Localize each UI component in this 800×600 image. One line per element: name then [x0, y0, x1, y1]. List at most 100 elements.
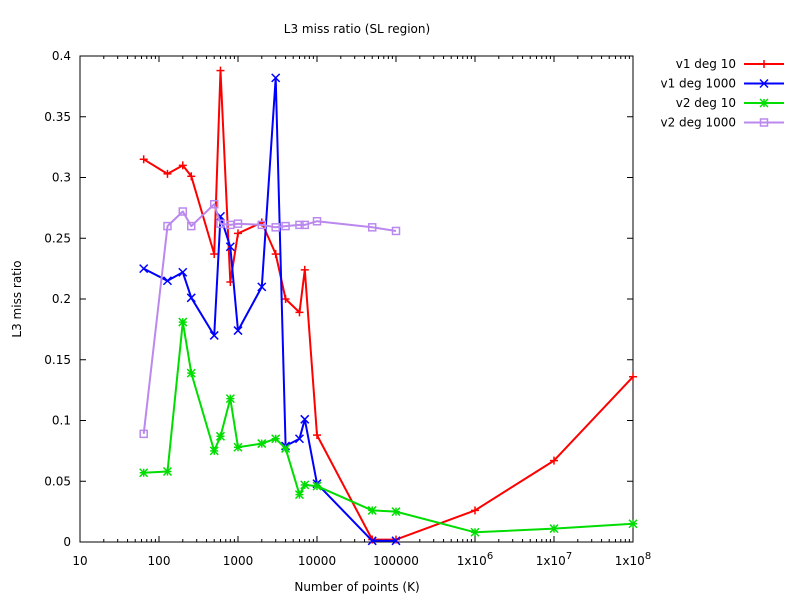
data-point: [209, 199, 219, 209]
y-tick-label: 0.3: [52, 171, 71, 185]
legend-label: v1 deg 1000: [660, 77, 736, 91]
data-point: [281, 443, 291, 453]
legend-item: v1 deg 1000: [660, 77, 784, 91]
data-point: [178, 267, 188, 277]
data-point: [271, 434, 281, 444]
data-point: [233, 326, 243, 336]
data-point: [281, 295, 290, 303]
data-point: [257, 282, 267, 292]
series-v2-deg-1000: [139, 199, 401, 439]
data-point: [163, 221, 172, 231]
series-line: [142, 203, 397, 435]
data-point: [162, 466, 172, 477]
data-point: [178, 317, 188, 327]
data-point: [313, 431, 321, 440]
data-point: [759, 98, 769, 108]
data-point: [271, 223, 280, 232]
x-tick-label: 1x108: [615, 551, 651, 568]
y-axis: 0 0.05 0.1 0.15 0.2 0.25 0.3 0.35 0.4: [44, 49, 633, 549]
series-line: [143, 321, 634, 534]
data-point: [257, 220, 267, 230]
data-point: [216, 66, 225, 75]
data-point: [178, 207, 188, 216]
x-tick-label: 10000: [298, 554, 336, 568]
legend-item: v1 deg 10: [676, 57, 784, 71]
data-point: [367, 223, 377, 232]
data-point: [391, 226, 401, 236]
x-tick-label: 1x107: [536, 551, 572, 568]
data-point: [233, 219, 243, 228]
data-point: [139, 155, 148, 164]
y-tick-label: 0.25: [44, 231, 71, 245]
data-point: [187, 221, 196, 231]
data-point: [233, 442, 243, 452]
x-tick-label: 100: [148, 554, 171, 568]
data-point: [162, 276, 172, 286]
data-point: [234, 229, 242, 238]
data-point: [271, 73, 281, 83]
data-point: [163, 169, 172, 178]
x-tick-label: 1x106: [457, 551, 493, 568]
legend-item: v2 deg 1000: [660, 116, 784, 130]
chart-title: L3 miss ratio (SL region): [284, 22, 430, 36]
y-axis-title: L3 miss ratio: [10, 260, 24, 337]
data-point: [760, 60, 768, 68]
data-point: [210, 250, 219, 259]
legend-label: v1 deg 10: [676, 57, 736, 71]
data-point: [300, 480, 310, 490]
data-point: [225, 242, 235, 252]
data-point: [312, 216, 322, 226]
data-point: [295, 220, 304, 230]
data-point: [391, 507, 401, 517]
data-point: [300, 414, 310, 424]
data-point: [759, 118, 769, 127]
x-axis: 10 100 1000 10000 100000 1x106 1x107 1x108: [72, 56, 651, 568]
data-point: [312, 481, 322, 491]
y-tick-label: 0: [63, 535, 71, 549]
data-point: [186, 293, 196, 303]
data-point: [471, 506, 479, 515]
data-point: [257, 439, 267, 449]
data-point: [367, 536, 377, 546]
series-v1-deg-10: [139, 66, 637, 544]
y-tick-label: 0.15: [44, 353, 71, 367]
plot-frame: [79, 55, 634, 543]
data-point: [225, 394, 235, 404]
x-axis-title: Number of points (K): [294, 580, 419, 594]
x-tick-label: 10: [72, 554, 87, 568]
data-point: [215, 431, 226, 441]
data-point: [392, 535, 400, 544]
x-tick-label: 100000: [373, 554, 419, 568]
legend: v1 deg 10 v1 deg 1000 v2 deg 10 v2 deg 1000: [660, 57, 784, 130]
legend-label: v2 deg 1000: [660, 116, 736, 130]
data-point: [294, 434, 305, 444]
legend-label: v2 deg 10: [676, 96, 736, 110]
data-point: [391, 536, 401, 546]
data-point: [550, 456, 558, 465]
y-tick-label: 0.1: [52, 414, 71, 428]
series-v2-deg-10: [139, 317, 638, 537]
data-point: [139, 264, 149, 274]
data-point: [470, 527, 480, 537]
series-line: [143, 76, 396, 542]
data-point: [628, 519, 638, 529]
y-tick-label: 0.05: [44, 474, 71, 488]
data-point: [209, 330, 219, 340]
data-point: [139, 468, 149, 478]
y-tick-label: 0.4: [52, 49, 71, 63]
data-point: [629, 372, 637, 381]
y-tick-label: 0.2: [52, 292, 71, 306]
data-point: [300, 265, 309, 274]
data-point: [187, 172, 196, 181]
data-point: [139, 429, 148, 439]
legend-item: v2 deg 10: [676, 96, 784, 110]
y-tick-label: 0.35: [44, 110, 71, 124]
data-point: [216, 219, 225, 228]
data-point: [178, 161, 187, 170]
data-point: [271, 250, 280, 259]
data-point: [300, 220, 310, 230]
data-point: [367, 505, 377, 515]
data-point: [186, 368, 196, 378]
